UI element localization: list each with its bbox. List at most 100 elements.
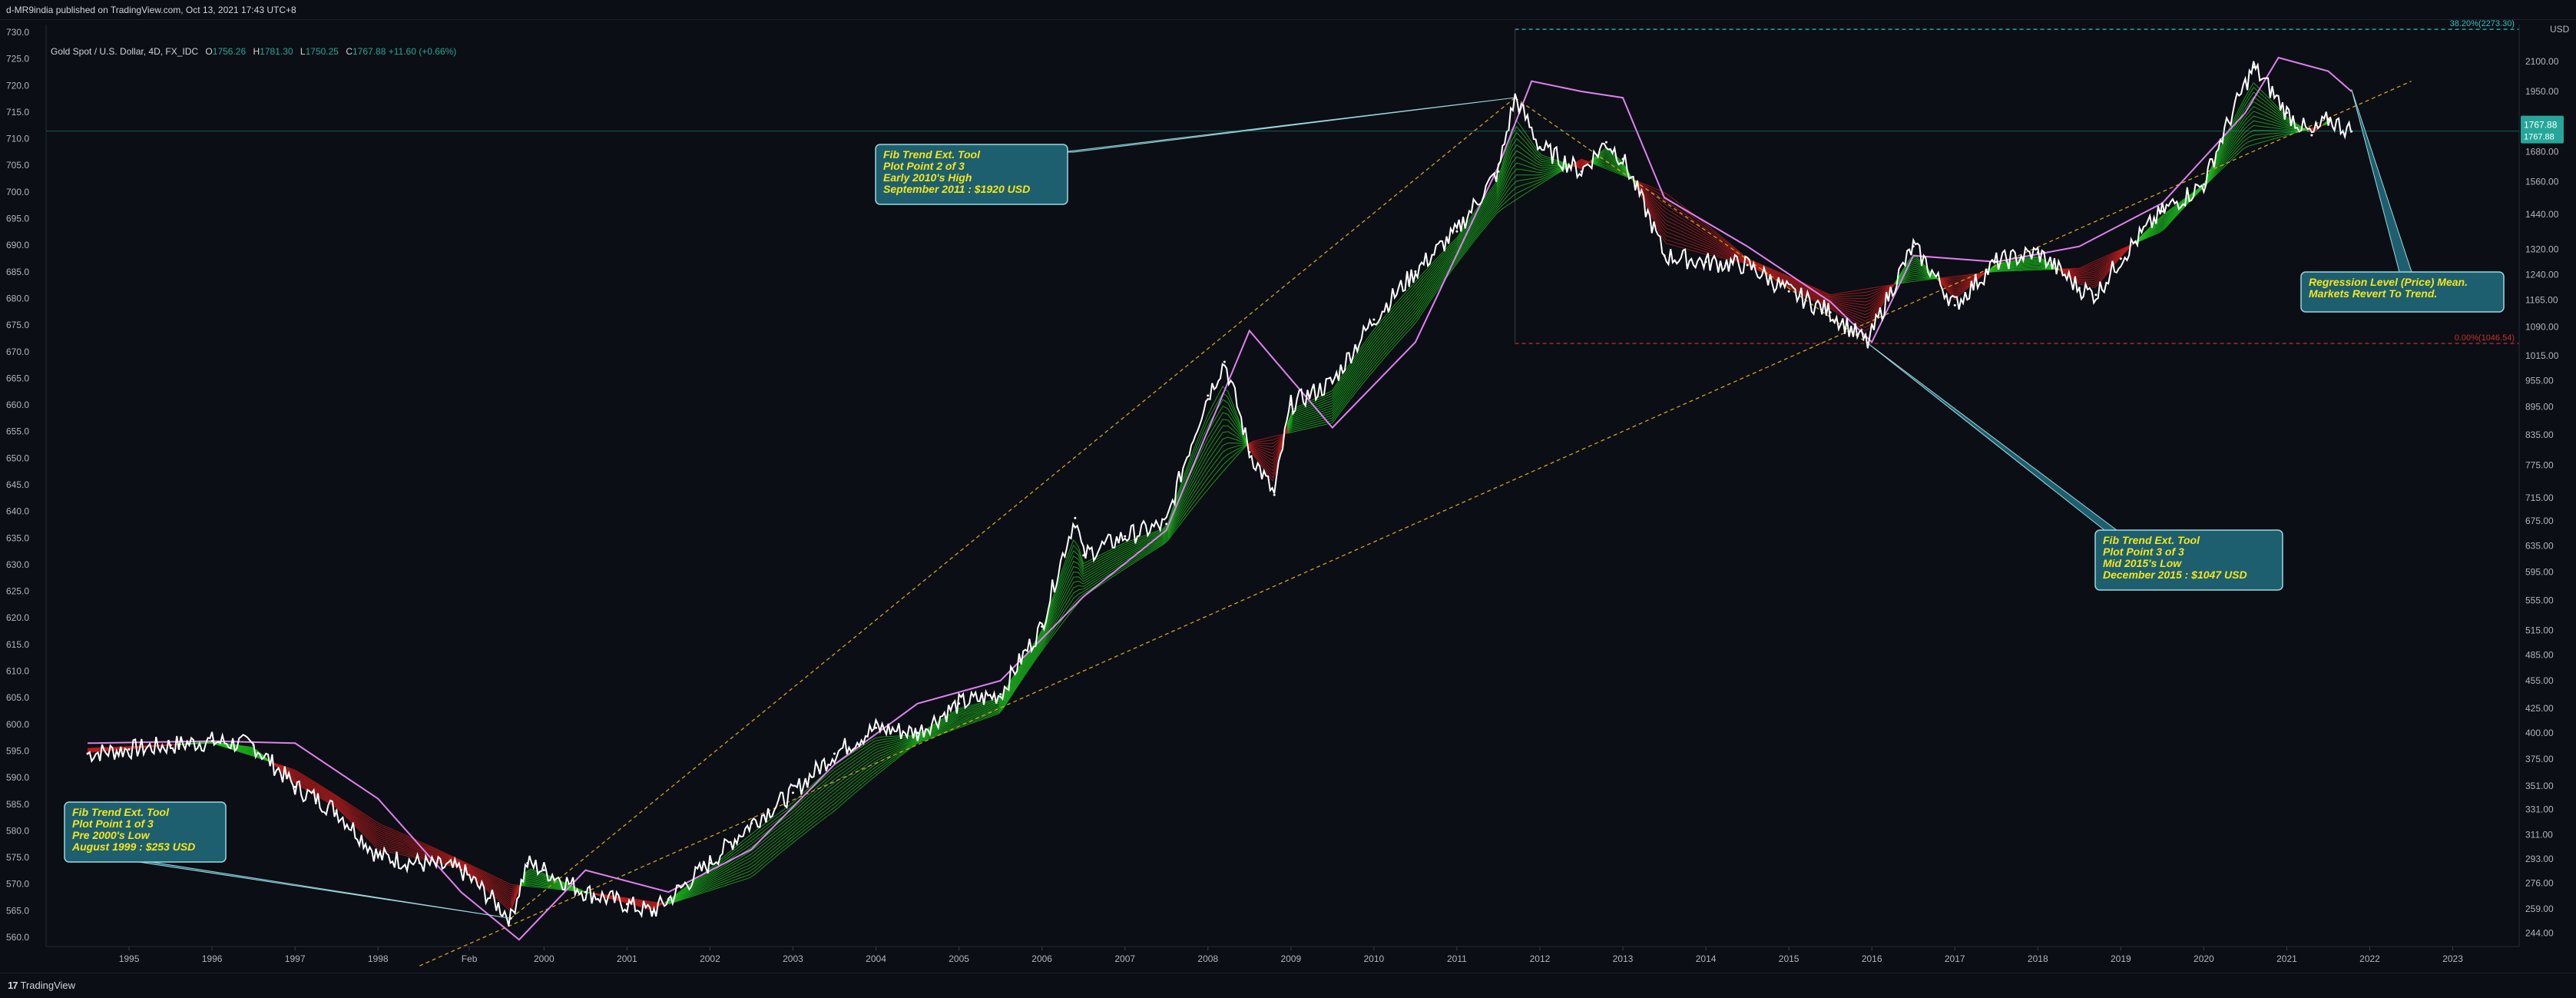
left-tick-label: 560.0 xyxy=(6,932,29,943)
top-bar: d-MR9india published on TradingView.com,… xyxy=(0,0,2576,20)
price-point xyxy=(2285,111,2288,114)
left-tick-label: 630.0 xyxy=(6,559,29,570)
left-tick-label: 725.0 xyxy=(6,54,29,65)
callout-text: Plot Point 1 of 3 xyxy=(72,817,154,830)
ma-ribbon-line xyxy=(1287,131,1572,426)
left-tick-label: 670.0 xyxy=(6,346,29,357)
ma-ribbon-line xyxy=(1287,138,1572,426)
left-tick-label: 640.0 xyxy=(6,506,29,517)
ma-ribbon-line xyxy=(665,443,1248,904)
ma-ribbon-line xyxy=(1287,144,1572,427)
callout-text: Mid 2015's Low xyxy=(2103,557,2182,569)
ma-ribbon-line xyxy=(1635,182,1896,303)
ma-ribbon-line xyxy=(271,761,521,887)
ma-ribbon-line xyxy=(1636,181,1896,298)
ma-ribbon-line xyxy=(1989,265,2060,272)
price-point xyxy=(1746,264,1749,267)
legend-change: +11.60 (+0.66%) xyxy=(388,46,457,57)
price-series xyxy=(86,56,2353,941)
callout-box xyxy=(2094,529,2283,591)
price-point xyxy=(1912,245,1915,248)
right-tick-label: 244.00 xyxy=(2525,927,2554,938)
callout-pointer xyxy=(138,861,512,919)
x-tick-label: 2011 xyxy=(1447,953,1467,964)
ma-ribbon-line xyxy=(664,392,1249,904)
right-tick-label: 1015.00 xyxy=(2525,350,2559,361)
ma-ribbon-line xyxy=(1989,263,2060,272)
current-price-badge xyxy=(2521,115,2564,144)
price-point xyxy=(791,791,794,794)
x-tick-label: 2003 xyxy=(783,953,803,964)
right-tick-label: 293.00 xyxy=(2525,854,2554,864)
left-tick-label: 625.0 xyxy=(6,586,29,597)
legend-open: 1756.26 xyxy=(212,46,247,57)
left-tick-label: 615.0 xyxy=(6,639,29,650)
ma-ribbon-line xyxy=(664,419,1249,904)
ma-ribbon-line xyxy=(2134,129,2309,244)
right-tick-label: 311.00 xyxy=(2525,830,2553,841)
trend-line xyxy=(510,97,1515,919)
trend-lines xyxy=(419,81,2412,967)
price-point xyxy=(2094,293,2098,297)
ma-ribbon-line xyxy=(2059,243,2134,271)
price-point xyxy=(1604,141,1608,144)
bottom-bar: 17 TradingView xyxy=(0,973,2576,998)
ma-ribbon-line xyxy=(1287,164,1572,430)
ma-ribbon-line xyxy=(664,425,1248,904)
left-tick-label: 665.0 xyxy=(6,373,29,383)
legend-high: 1781.30 xyxy=(260,46,293,57)
left-tick-label: 700.0 xyxy=(6,187,29,197)
ma-ribbon-line xyxy=(1247,431,1288,445)
ma-ribbon-line xyxy=(1287,164,1572,433)
price-point xyxy=(1787,290,1790,293)
x-tick-label: 2007 xyxy=(1114,953,1135,964)
tradingview-logo[interactable]: 17 TradingView xyxy=(8,980,75,991)
price-line xyxy=(87,61,2353,927)
ma-ribbon-line xyxy=(2134,111,2309,244)
ma-ribbon-line xyxy=(1635,183,1896,309)
price-point xyxy=(1041,625,1044,628)
price-point xyxy=(2326,118,2329,121)
ma-ribbon-line xyxy=(1287,164,1572,431)
x-tick-label: 2015 xyxy=(1779,953,1800,964)
ma-ribbon-line xyxy=(2059,243,2134,270)
callout-text: Fib Trend Ext. Tool xyxy=(72,806,170,818)
ma-ribbon-line xyxy=(1247,430,1288,448)
price-point xyxy=(667,898,670,901)
price-point xyxy=(2160,210,2164,213)
tradingview-brand: TradingView xyxy=(20,980,76,991)
ma-ribbon-line xyxy=(1247,428,1288,458)
left-tick-label: 570.0 xyxy=(6,879,29,890)
price-point xyxy=(376,854,379,857)
currency-label: USD xyxy=(2550,24,2570,35)
price-point xyxy=(750,822,753,825)
current-price-label: 1767.88 xyxy=(2524,120,2558,131)
callout-text: December 2015 : $1047 USD xyxy=(2103,569,2247,581)
right-tick-label: 595.00 xyxy=(2525,567,2554,578)
ma-ribbon-line xyxy=(2059,243,2134,279)
x-tick-label: 2023 xyxy=(2442,953,2463,964)
left-tick-label: 710.0 xyxy=(6,134,29,144)
ma-ribbon-line xyxy=(1287,164,1572,432)
ma-ribbon-line xyxy=(1635,184,1896,322)
right-tick-label: 259.00 xyxy=(2525,904,2554,914)
ma-ribbon-line xyxy=(2134,101,2309,244)
x-tick-label: 2006 xyxy=(1031,953,1052,964)
x-tick-label: 1998 xyxy=(368,953,389,964)
ma-ribbon-line xyxy=(664,412,1249,904)
right-tick-label: 1950.00 xyxy=(2525,86,2559,97)
price-point xyxy=(542,869,545,872)
right-tick-label: 835.00 xyxy=(2525,429,2554,440)
ma-ribbon-line xyxy=(2134,91,2309,244)
x-tick-label: 2008 xyxy=(1197,953,1218,964)
publisher-caption: d-MR9india published on TradingView.com,… xyxy=(6,5,296,15)
x-tick-label: 2000 xyxy=(534,953,555,964)
price-chart[interactable]: 38.20%(2273.30) 0.00%(1046.54) Fib Trend … xyxy=(0,19,2576,973)
callout-box xyxy=(2300,271,2505,313)
price-point xyxy=(459,869,462,872)
chart-area[interactable]: 38.20%(2273.30) 0.00%(1046.54) Fib Trend … xyxy=(0,19,2576,973)
x-tick-label: 2018 xyxy=(2028,953,2048,964)
callout-text: Early 2010's High xyxy=(883,171,972,184)
price-point xyxy=(2310,134,2313,137)
ma-ribbon-line xyxy=(2134,96,2309,244)
